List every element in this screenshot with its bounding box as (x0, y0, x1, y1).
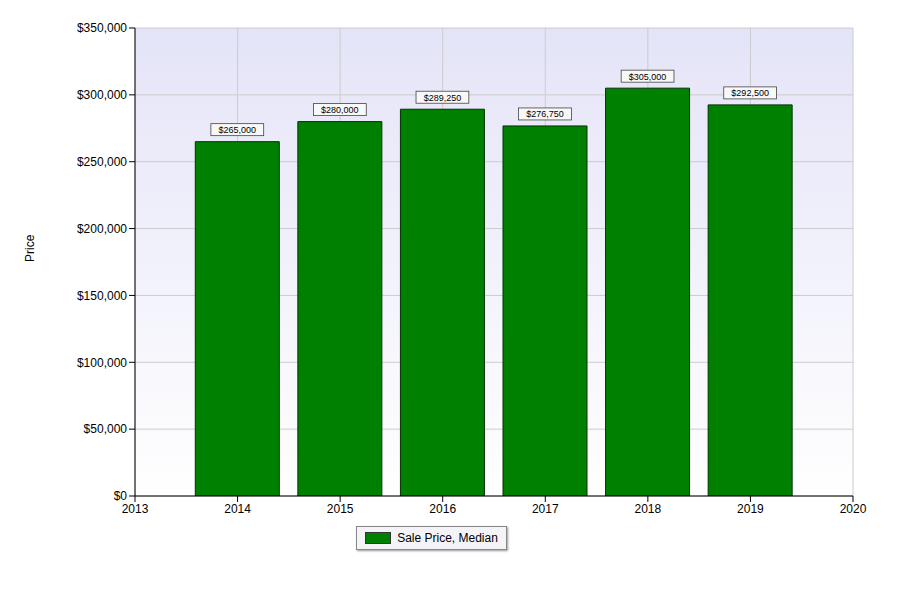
svg-text:$350,000: $350,000 (77, 21, 127, 35)
svg-text:$292,500: $292,500 (731, 88, 769, 98)
svg-text:$150,000: $150,000 (77, 289, 127, 303)
svg-text:$289,250: $289,250 (424, 93, 462, 103)
svg-text:$50,000: $50,000 (84, 422, 128, 436)
svg-text:$305,000: $305,000 (629, 72, 667, 82)
svg-text:$0: $0 (114, 489, 128, 503)
svg-text:$265,000: $265,000 (219, 125, 257, 135)
svg-text:$300,000: $300,000 (77, 88, 127, 102)
svg-text:$276,750: $276,750 (526, 109, 564, 119)
svg-text:2014: 2014 (224, 502, 251, 516)
svg-text:2013: 2013 (122, 502, 149, 516)
svg-text:2016: 2016 (429, 502, 456, 516)
svg-text:$280,000: $280,000 (321, 105, 359, 115)
svg-text:$100,000: $100,000 (77, 356, 127, 370)
svg-text:2017: 2017 (532, 502, 559, 516)
svg-text:Price: Price (23, 234, 37, 262)
svg-text:$250,000: $250,000 (77, 155, 127, 169)
html-text:Sale Price, Median: Sale Price, Median (397, 531, 498, 545)
svg-text:2019: 2019 (737, 502, 764, 516)
svg-text:$200,000: $200,000 (77, 222, 127, 236)
svg-text:2015: 2015 (327, 502, 354, 516)
svg-text:2018: 2018 (635, 502, 662, 516)
svg-text:2020: 2020 (840, 502, 867, 516)
